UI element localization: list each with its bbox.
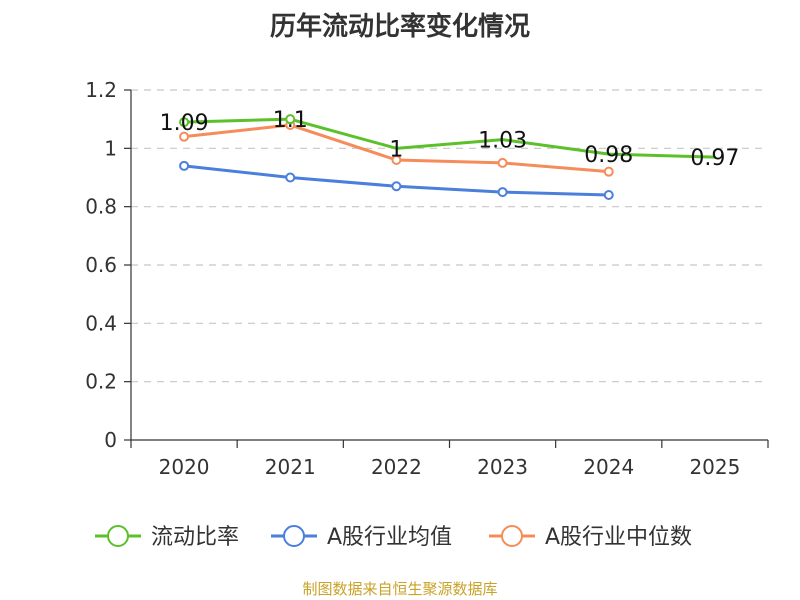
series-point [285,172,296,183]
legend-swatch-marker [283,525,305,547]
series-point [391,181,402,192]
x-tick-label: 2022 [371,455,422,479]
data-label: 1.03 [478,129,527,154]
series-point [603,166,614,177]
y-tick-label: 0.4 [85,311,117,335]
legend-label: A股行业均值 [327,525,452,550]
y-tick-label: 1.2 [85,78,117,102]
x-tick-label: 2023 [477,455,528,479]
x-tick-label: 2024 [583,455,634,479]
data-label: 0.97 [690,146,739,171]
x-tick-label: 2020 [159,455,210,479]
y-tick-label: 0.6 [85,253,117,277]
series-line-0 [184,117,715,159]
data-label: 1.09 [160,111,209,136]
legend-swatch-marker [107,525,129,547]
legend-label: A股行业中位数 [545,525,692,550]
data-label: 1 [389,137,403,162]
legend-swatch-marker [501,525,523,547]
series-point [179,131,190,142]
y-tick-label: 0.2 [85,370,117,394]
series-point [391,155,402,165]
data-label: 1.1 [273,108,308,133]
y-tick-label: 0.8 [85,195,117,219]
legend-label: 流动比率 [151,525,239,550]
series-point [497,157,508,168]
series-point [497,187,508,198]
source-note: 制图数据来自恒生聚源数据库 [302,580,498,598]
data-label: 0.98 [584,143,633,168]
series-point [285,114,296,125]
x-tick-label: 2025 [689,455,740,479]
x-tick-label: 2021 [265,455,316,479]
series-point [603,190,614,200]
chart-title: 历年流动比率变化情况 [269,12,530,42]
y-tick-label: 1 [104,136,117,160]
y-tick-label: 0 [104,428,117,452]
series-point [179,160,190,171]
series-point [179,117,190,128]
